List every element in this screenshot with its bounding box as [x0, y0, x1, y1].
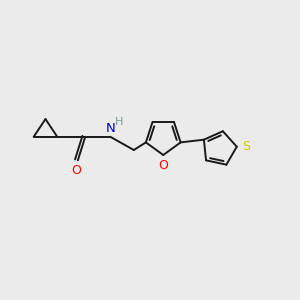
- Text: H: H: [115, 117, 124, 127]
- Text: S: S: [242, 140, 250, 153]
- Text: O: O: [71, 164, 81, 177]
- Text: O: O: [158, 159, 168, 172]
- Text: N: N: [105, 122, 115, 135]
